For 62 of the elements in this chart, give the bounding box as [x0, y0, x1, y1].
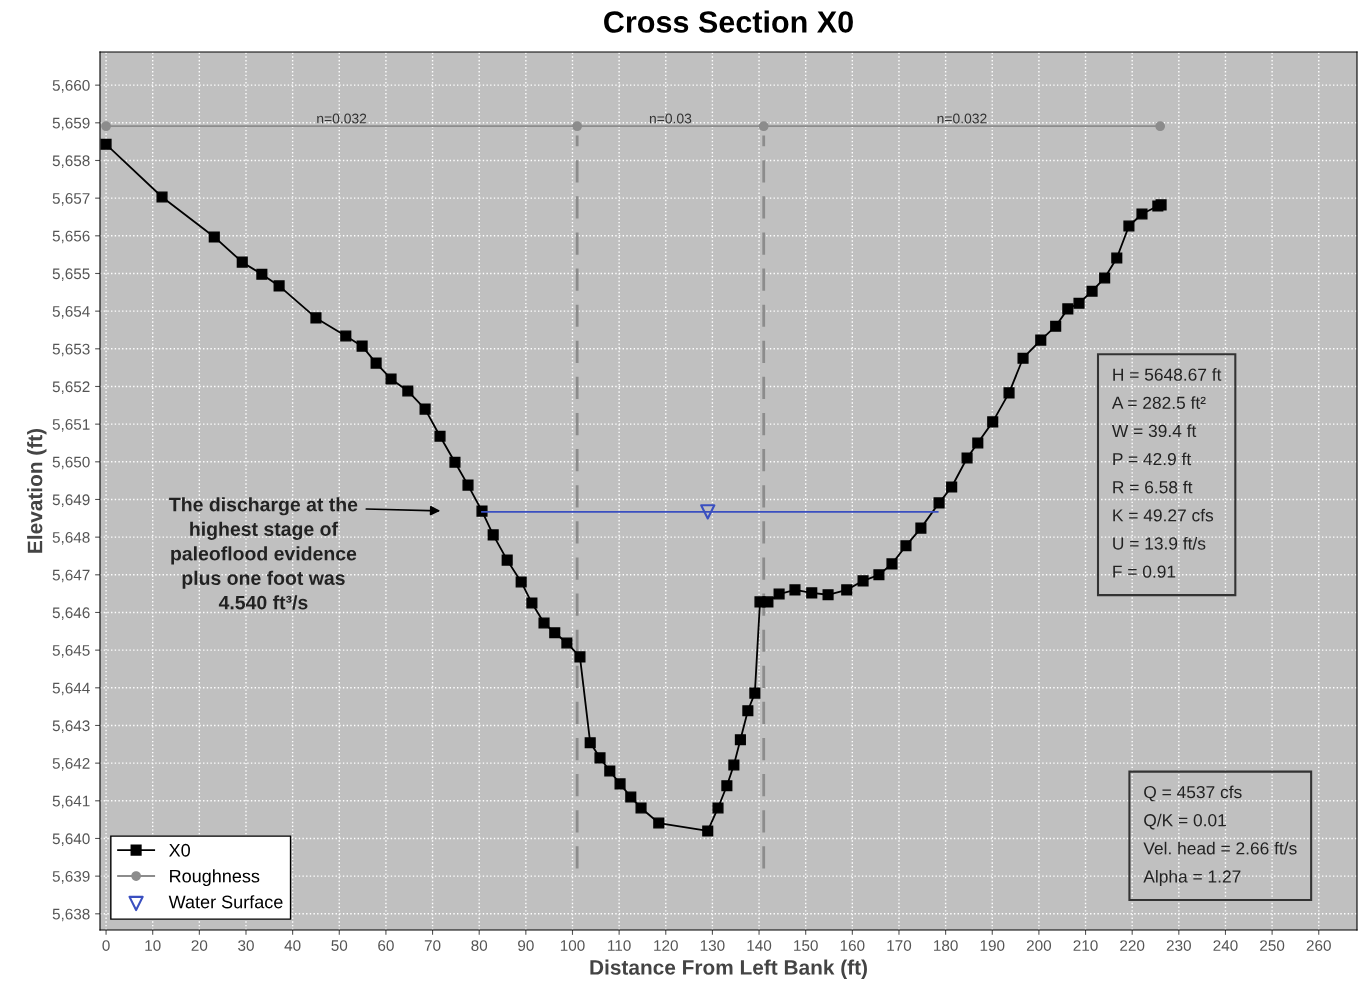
- annotation: n=0.03: [649, 113, 692, 124]
- x-tick-label: 110: [608, 940, 631, 951]
- x-tick-label: 150: [794, 940, 818, 951]
- x-tick-label: 240: [1213, 940, 1238, 951]
- x-tick-label: 60: [378, 940, 394, 951]
- x-tick-label: 170: [887, 940, 912, 951]
- y-tick-label: 5,642: [52, 758, 90, 771]
- annotation: Q = 4537 cfs Q/K = 0.01 Vel. head = 2.66 ft/s Alpha = 1.27: [1143, 785, 1297, 887]
- y-tick-label: 5,648: [52, 532, 90, 545]
- x-tick-label: 200: [1026, 940, 1052, 951]
- x-tick-label: 120: [654, 940, 678, 951]
- y-tick-label: 5,653: [52, 343, 90, 357]
- y-tick-label: 5,644: [52, 682, 90, 696]
- x-axis-title: Distance From Left Bank (ft): [590, 959, 867, 979]
- x-tick-label: 0: [102, 940, 110, 951]
- x-tick-label: 10: [145, 940, 161, 951]
- y-tick-label: 5,656: [52, 230, 90, 244]
- annotation: n=0.032: [937, 113, 987, 124]
- y-tick-label: 5,660: [52, 80, 90, 93]
- legend-label: Roughness: [170, 869, 260, 887]
- y-tick-label: 5,651: [52, 419, 90, 432]
- y-tick-label: 5,643: [52, 720, 90, 733]
- annotation: The discharge at the highest stage of paleoflood evidence plus one foot was 4.540 ft³/s: [169, 497, 358, 610]
- y-tick-label: 5,641: [52, 795, 90, 809]
- y-tick-label: 5,650: [52, 456, 90, 470]
- x-tick-label: 130: [700, 940, 725, 951]
- x-tick-label: 190: [980, 940, 1005, 951]
- x-tick-label: 140: [747, 940, 772, 951]
- x-tick-label: 180: [934, 940, 958, 951]
- y-tick-label: 5,647: [52, 569, 90, 583]
- x-tick-label: 160: [840, 940, 865, 951]
- legend-label: Water Surface: [168, 895, 283, 909]
- y-tick-label: 5,658: [52, 155, 90, 168]
- x-tick-label: 20: [191, 940, 208, 951]
- y-axis-title: Elevation (ft): [27, 428, 47, 553]
- y-tick-label: 5,657: [52, 193, 90, 206]
- y-tick-label: 5,652: [52, 381, 90, 394]
- x-tick-label: 230: [1166, 940, 1191, 951]
- x-tick-label: 80: [471, 940, 488, 951]
- x-tick-label: 210: [1073, 940, 1098, 951]
- y-tick-label: 5,638: [52, 908, 90, 922]
- x-tick-label: 260: [1306, 940, 1331, 951]
- annotation: H = 5648.67 ft A = 282.5 ft² W = 39.4 ft P = 42.9 ft R = 6.58 ft K = 49.27 cfs U = 13.9 ft/s F = 0.91: [1111, 368, 1222, 578]
- y-tick-label: 5,639: [52, 871, 90, 884]
- y-tick-label: 5,655: [52, 268, 90, 281]
- chart-title: Cross Section X0: [604, 10, 853, 33]
- x-tick-label: 40: [284, 940, 301, 951]
- x-tick-label: 70: [424, 940, 441, 951]
- x-tick-label: 220: [1120, 940, 1145, 951]
- x-tick-label: 100: [560, 940, 585, 951]
- y-tick-label: 5,659: [52, 117, 90, 131]
- x-tick-label: 50: [331, 940, 348, 951]
- y-tick-label: 5,645: [52, 645, 90, 658]
- y-tick-label: 5,654: [52, 306, 90, 319]
- annotation: n=0.032: [317, 113, 367, 124]
- x-tick-label: 30: [238, 940, 254, 951]
- y-tick-label: 5,646: [52, 607, 90, 620]
- y-tick-label: 5,649: [52, 494, 90, 507]
- x-tick-label: 90: [518, 940, 534, 951]
- y-tick-label: 5,640: [52, 833, 90, 846]
- legend-label: X0: [169, 843, 190, 857]
- x-tick-label: 250: [1260, 940, 1285, 951]
